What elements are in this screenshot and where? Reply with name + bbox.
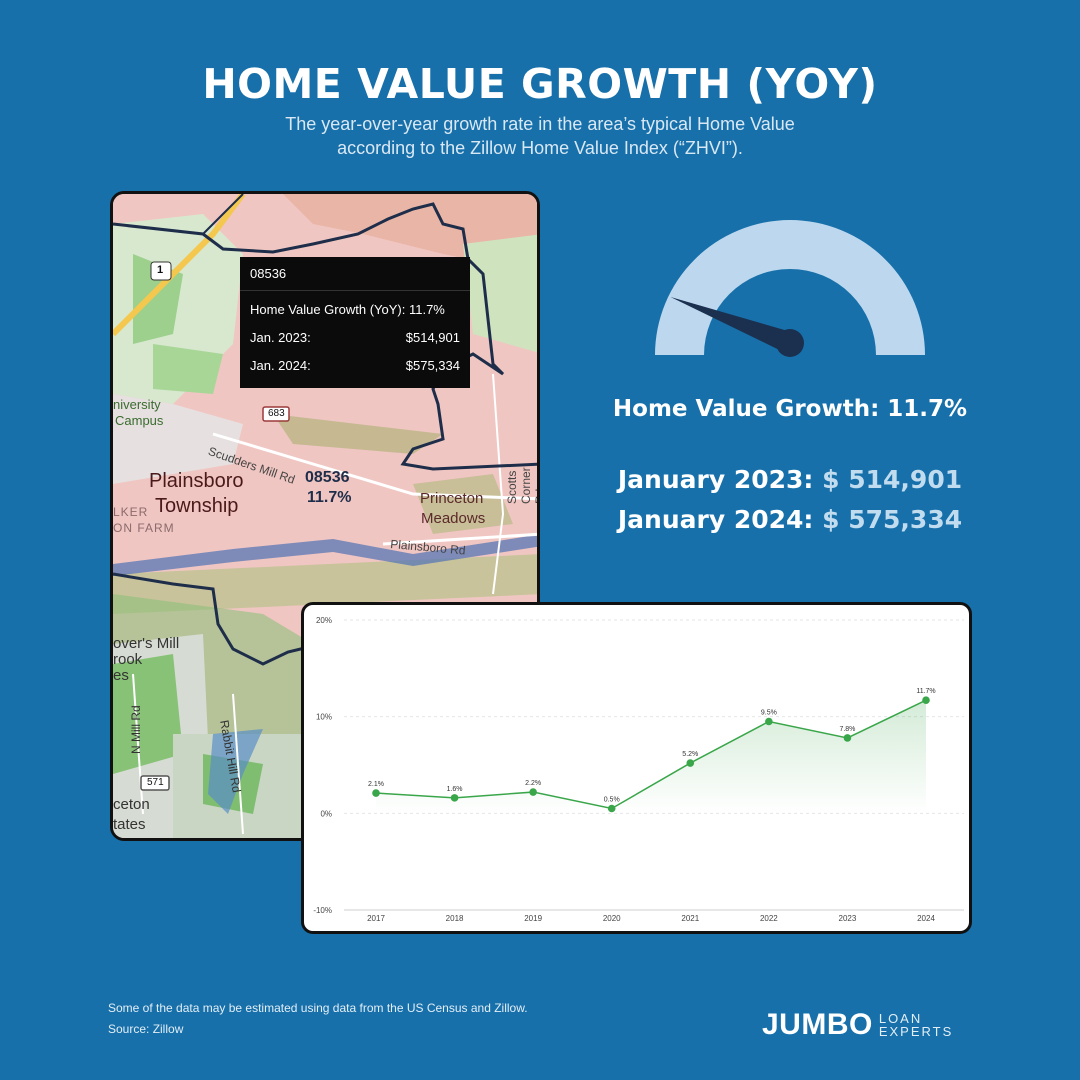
data-point bbox=[922, 696, 930, 705]
series-line bbox=[375, 699, 927, 810]
subtitle-line-2: according to the Zillow Home Value Index… bbox=[337, 138, 743, 158]
map-label-township-1: Plainsboro bbox=[149, 470, 244, 492]
jan2023-value: $ 514,901 bbox=[822, 465, 963, 494]
map-route-shield-label: 1 bbox=[157, 264, 164, 276]
logo-main: JUMBO bbox=[762, 1008, 873, 1041]
map-label-zip: 08536 bbox=[305, 469, 350, 486]
data-point bbox=[686, 759, 695, 767]
data-point bbox=[843, 734, 852, 742]
jan2024-value: $ 575,334 bbox=[822, 505, 963, 534]
data-point bbox=[450, 794, 459, 802]
area-fill bbox=[376, 700, 926, 814]
page-title: HOME VALUE GROWTH (YOY) bbox=[202, 60, 878, 108]
jan2023-label: January 2023: bbox=[617, 465, 814, 494]
logo-sub-1: LOAN bbox=[878, 1011, 923, 1026]
map-label-princeton-2: Meadows bbox=[421, 510, 486, 527]
map-label-grovers-3: es bbox=[113, 667, 129, 684]
jumbo-loan-experts-logo: JUMBO LOAN EXPERTS bbox=[762, 1008, 953, 1042]
map-label-grovers-2: rook bbox=[113, 651, 143, 668]
x-tick-label: 2023 bbox=[839, 914, 857, 923]
map-label-walker-2: ON FARM bbox=[113, 521, 175, 535]
tooltip-growth: Home Value Growth (YoY): 11.7% bbox=[250, 301, 445, 317]
x-tick-label: 2018 bbox=[446, 914, 464, 923]
map-label-n-mill: N Mill Rd bbox=[129, 705, 143, 754]
x-tick-label: 2022 bbox=[760, 914, 778, 923]
data-point bbox=[765, 717, 773, 726]
y-tick-label: 20% bbox=[316, 616, 332, 625]
tooltip-growth-row: Home Value Growth (YoY): 11.7% bbox=[240, 295, 470, 323]
data-point bbox=[529, 788, 537, 796]
x-tick-label: 2024 bbox=[917, 914, 935, 923]
jan2024-label: January 2024: bbox=[617, 505, 814, 534]
map-label-campus: Campus bbox=[115, 413, 164, 428]
subtitle-line-1: The year-over-year growth rate in the ar… bbox=[285, 114, 795, 134]
data-label: 1.6% bbox=[447, 786, 463, 793]
footer-note: Some of the data may be estimated using … bbox=[108, 1001, 528, 1015]
map-tooltip: 08536 Home Value Growth (YoY): 11.7% Jan… bbox=[240, 257, 470, 388]
tooltip-jan2023-value: $514,901 bbox=[405, 329, 460, 345]
data-label: 0.5% bbox=[604, 797, 620, 804]
map-label-ceton-2: tates bbox=[113, 816, 146, 833]
tooltip-zip: 08536 bbox=[240, 257, 470, 291]
logo-sub: LOAN EXPERTS bbox=[879, 1012, 953, 1038]
map-label-grovers-1: over's Mill bbox=[113, 635, 180, 652]
tooltip-jan2023-row: Jan. 2023: $514,901 bbox=[240, 323, 470, 351]
data-label: 9.5% bbox=[761, 710, 777, 717]
tooltip-jan2023-label: Jan. 2023: bbox=[250, 329, 311, 345]
y-tick-label: 0% bbox=[320, 809, 332, 818]
x-tick-label: 2019 bbox=[524, 914, 542, 923]
growth-line-chart: 20% 10% 0% -10% 2.1% 2017 1.6% 2018 2.2% 2019 0.5%… bbox=[313, 616, 964, 923]
map-label-township-2: Township bbox=[155, 495, 239, 517]
data-label: 2.1% bbox=[368, 781, 384, 788]
x-tick-label: 2021 bbox=[681, 914, 699, 923]
map-label-zip-growth: 11.7% bbox=[307, 489, 352, 506]
map-label-university: niversity bbox=[113, 397, 161, 412]
page-subtitle: The year-over-year growth rate in the ar… bbox=[0, 112, 1080, 160]
gauge-needle bbox=[670, 297, 804, 357]
map-label-walker-1: LKER bbox=[113, 505, 149, 519]
data-label: 7.8% bbox=[839, 726, 855, 733]
data-label: 11.7% bbox=[916, 688, 935, 695]
map-label-road-683: 683 bbox=[268, 408, 285, 419]
growth-stat: Home Value Growth: 11.7% bbox=[612, 396, 968, 422]
jan2023-stat: January 2023: $ 514,901 bbox=[560, 465, 1020, 494]
tooltip-jan2024-value: $575,334 bbox=[405, 357, 460, 373]
map-label-princeton-1: Princeton bbox=[420, 490, 484, 507]
gauge-track bbox=[655, 220, 925, 355]
data-point bbox=[372, 789, 380, 797]
x-tick-label: 2017 bbox=[367, 914, 385, 923]
growth-gauge bbox=[655, 220, 925, 357]
map-label-ceton-1: ceton bbox=[113, 796, 150, 813]
map-label-road-571: 571 bbox=[147, 777, 164, 788]
jan2024-stat: January 2024: $ 575,334 bbox=[560, 505, 1020, 534]
tooltip-jan2024-label: Jan. 2024: bbox=[250, 357, 311, 373]
x-tick-label: 2020 bbox=[603, 914, 621, 923]
data-label: 5.2% bbox=[682, 751, 698, 758]
data-label: 2.2% bbox=[525, 780, 541, 787]
map-label-scotts: Scotts Corner Rd bbox=[505, 467, 540, 504]
y-tick-label: 10% bbox=[316, 713, 332, 722]
y-tick-label: -10% bbox=[313, 906, 332, 915]
logo-sub-2: EXPERTS bbox=[878, 1024, 954, 1039]
footer-source: Source: Zillow bbox=[108, 1022, 184, 1036]
map-card[interactable]: 1 niversity Campus 683 Scudders Mill Rd … bbox=[110, 191, 540, 841]
data-point bbox=[607, 804, 616, 813]
tooltip-jan2024-row: Jan. 2024: $575,334 bbox=[240, 351, 470, 379]
growth-chart-card: 20% 10% 0% -10% 2.1% 2017 1.6% 2018 2.2% 2019 0.5%… bbox=[301, 602, 972, 934]
